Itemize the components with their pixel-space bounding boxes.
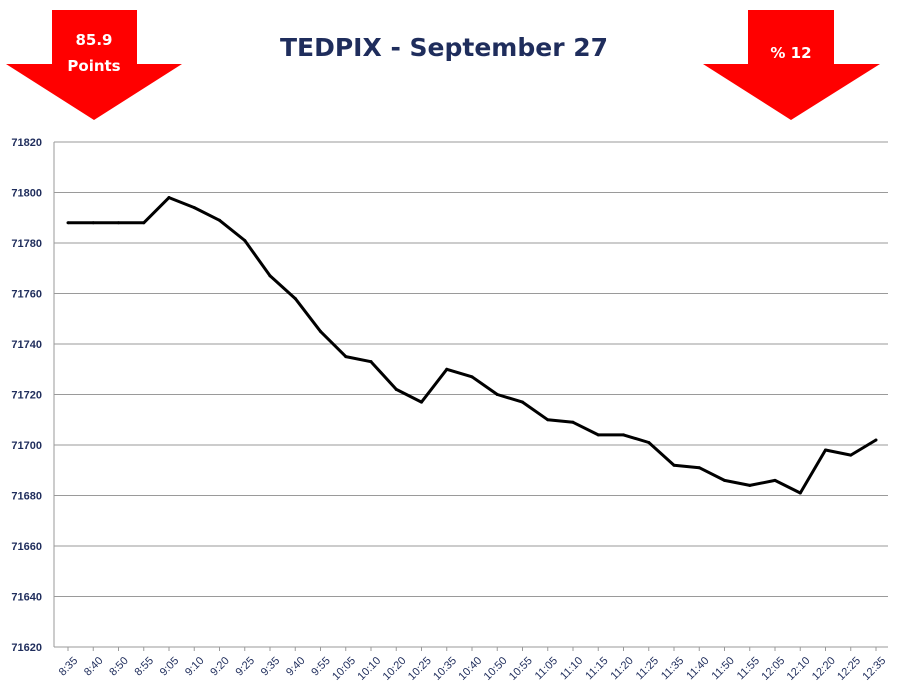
x-tick-label: 10:05 [330,655,358,683]
data-point [117,221,120,225]
data-point [748,483,752,487]
data-point [243,238,247,242]
data-point [571,420,575,424]
data-point [470,375,474,379]
right-down-arrow-icon [703,10,880,120]
x-tick-label: 10:50 [482,655,510,683]
x-tick-label: 11:55 [735,655,762,682]
data-point [344,355,348,359]
x-tick-label: 9:40 [284,655,308,679]
x-tick-label: 10:25 [406,655,434,683]
data-point [521,400,524,404]
x-tick-label: 10:20 [381,655,409,683]
x-tick-label: 11:35 [659,655,686,682]
x-tick-label: 12:20 [810,655,838,683]
data-point [723,478,726,482]
chart-title: TEDPIX - September 27 [280,33,608,62]
x-tick-label: 10:10 [355,655,383,683]
y-tick-label: 71620 [11,642,42,654]
x-tick-label: 11:10 [558,655,585,682]
y-tick-label: 71780 [11,238,42,250]
x-tick-label: 9:20 [208,655,232,679]
y-tick-label: 71700 [11,440,42,452]
data-point [192,206,196,210]
y-tick-label: 71660 [11,541,42,553]
data-point [167,196,171,200]
x-tick-label: 8:55 [132,655,156,679]
data-point [394,387,398,391]
x-tick-label: 9:25 [233,655,257,679]
data-point [672,463,676,467]
x-tick-label: 12:35 [860,655,888,683]
data-point [697,466,701,470]
x-tick-label: 12:10 [785,655,813,683]
x-tick-label: 11:50 [709,655,736,682]
data-point [874,438,878,442]
data-point [420,400,423,404]
x-tick-label: 10:40 [456,655,484,683]
y-tick-label: 71640 [11,592,42,604]
x-tick-label: 11:40 [684,655,711,682]
data-point [445,367,449,371]
y-tick-label: 71800 [11,188,42,200]
y-tick-label: 71820 [11,137,42,149]
x-tick-label: 11:20 [608,655,635,682]
data-point [142,221,146,225]
y-tick-label: 71760 [11,289,42,301]
x-tick-label: 12:25 [835,655,863,683]
x-tick-label: 8:50 [107,655,131,679]
series-line [68,196,877,495]
data-point [495,393,499,396]
data-point [66,221,70,225]
x-tick-label: 11:15 [583,655,610,682]
data-point [546,418,550,422]
y-axis: 71620 71640 71660 71680 71700 71720 71740 71760… [11,137,55,654]
right-badge-label: % 12 [770,44,811,62]
data-point [91,221,95,225]
x-tick-label: 12:05 [759,655,787,683]
x-axis: 8:35 8:40 8:50 8:55 9:05 9:10 9:20 9:25 9:35 9:40… [57,647,888,683]
x-tick-label: 9:10 [183,655,207,679]
x-tick-label: 11:25 [634,655,661,682]
y-tick-label: 71720 [11,390,42,402]
data-point [798,491,802,495]
data-point [218,218,221,222]
left-badge-unit: Points [67,57,120,75]
y-tick-label: 71680 [11,491,42,503]
data-point [319,329,322,333]
x-tick-label: 10:55 [507,655,535,683]
gridlines [54,141,888,648]
x-tick-label: 9:05 [158,655,182,679]
data-point [369,360,373,364]
data-point [293,297,297,301]
x-tick-label: 9:35 [259,655,283,679]
series-layer [66,196,878,495]
data-point [647,440,651,444]
x-tick-label: 10:35 [431,655,459,683]
left-down-arrow-icon [6,10,182,120]
x-tick-label: 11:05 [533,655,560,682]
data-point [622,433,625,437]
data-point [268,274,272,278]
x-tick-label: 8:35 [57,655,81,679]
data-point [596,433,600,437]
left-badge-value: 85.9 [75,31,112,49]
data-point [824,448,827,452]
data-point [773,478,777,482]
x-tick-label: 9:55 [309,655,333,679]
data-point [849,453,853,457]
x-tick-label: 8:40 [82,655,106,679]
y-tick-label: 71740 [11,339,42,351]
